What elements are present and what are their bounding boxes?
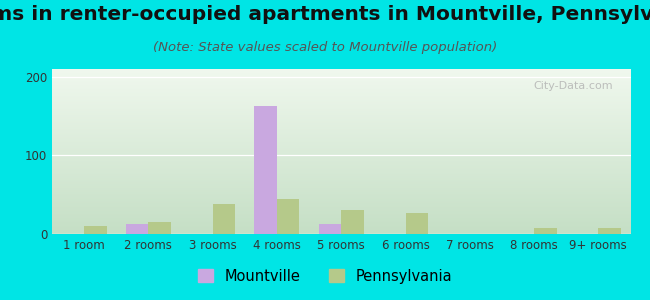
Bar [126,224,148,234]
Text: City-Data.com: City-Data.com [534,80,613,91]
Bar [213,204,235,234]
Bar [84,226,107,234]
Bar [318,224,341,234]
Bar [277,199,300,234]
Legend: Mountville, Pennsylvania: Mountville, Pennsylvania [192,263,458,290]
Bar [255,106,277,234]
Text: (Note: State values scaled to Mountville population): (Note: State values scaled to Mountville… [153,40,497,53]
Bar [406,213,428,234]
Bar [148,222,171,234]
Bar [534,228,556,234]
Text: Rooms in renter-occupied apartments in Mountville, Pennsylvania: Rooms in renter-occupied apartments in M… [0,4,650,23]
Bar [599,228,621,234]
Bar [341,210,364,234]
